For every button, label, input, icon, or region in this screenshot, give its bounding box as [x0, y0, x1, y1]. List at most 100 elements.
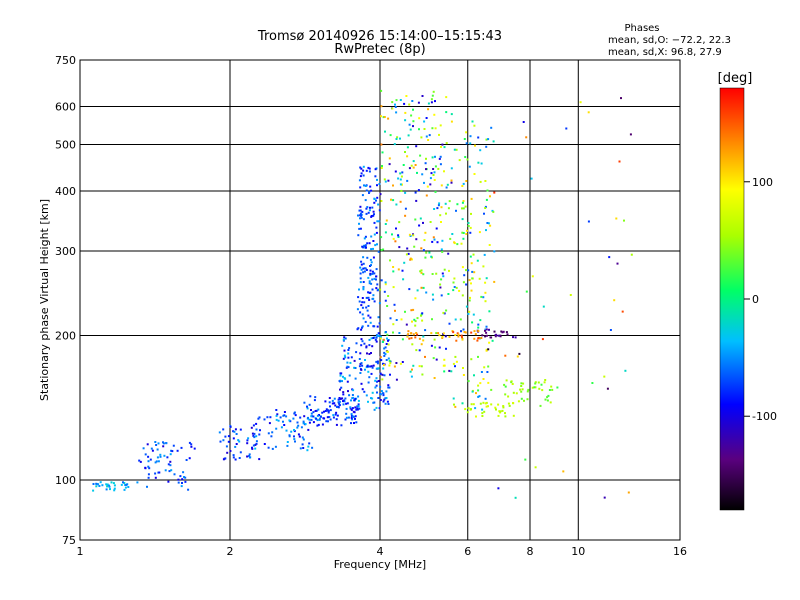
data-point [391, 233, 393, 236]
data-point [414, 191, 417, 194]
data-point [461, 294, 464, 297]
data-point [159, 453, 162, 456]
data-point [253, 432, 256, 435]
data-point [377, 316, 380, 319]
data-point [379, 399, 382, 401]
data-point [193, 447, 196, 450]
data-point [181, 482, 183, 484]
data-point [480, 371, 483, 373]
data-point [369, 365, 372, 368]
phases-header: Phases [624, 23, 659, 34]
data-point [363, 301, 366, 304]
data-point [412, 308, 415, 311]
data-point [438, 202, 441, 205]
data-point [120, 483, 123, 486]
data-point [438, 346, 441, 349]
data-point [420, 247, 423, 250]
data-point [372, 294, 375, 297]
data-point [392, 331, 394, 334]
data-point [409, 258, 412, 261]
data-point [146, 485, 148, 488]
data-point [352, 396, 355, 399]
data-point [314, 396, 317, 399]
data-point [377, 203, 380, 206]
data-point [440, 206, 443, 209]
data-point [562, 470, 565, 473]
data-point [365, 169, 368, 172]
data-point [383, 364, 385, 367]
data-point [540, 383, 543, 386]
data-point [384, 331, 387, 333]
data-point [354, 377, 357, 380]
data-point [367, 314, 370, 317]
data-point [403, 102, 406, 105]
data-point [512, 402, 515, 404]
y-axis-label: Stationary phase Virtual Height [km] [38, 199, 51, 401]
data-point [267, 432, 270, 435]
data-point [366, 206, 369, 209]
data-point [364, 359, 366, 361]
data-point [369, 206, 371, 209]
data-point [366, 242, 369, 245]
data-point [274, 445, 277, 448]
data-point [464, 205, 467, 208]
data-point [401, 269, 404, 272]
data-point [579, 101, 582, 104]
data-point [382, 362, 384, 365]
data-point [603, 496, 606, 499]
data-point [367, 211, 370, 214]
data-point [333, 397, 336, 400]
data-point [373, 221, 376, 224]
data-point [591, 382, 594, 384]
data-point [473, 271, 476, 274]
data-point [345, 407, 348, 410]
data-point [369, 316, 372, 319]
y-tick-label: 500 [55, 139, 76, 152]
data-point [391, 101, 394, 104]
data-point [533, 386, 536, 389]
data-point [361, 245, 364, 248]
data-point [368, 338, 371, 341]
data-point [445, 186, 448, 189]
data-point [410, 337, 413, 340]
data-point [321, 423, 324, 426]
data-point [355, 351, 358, 354]
data-point [453, 403, 455, 406]
data-point [362, 262, 365, 265]
data-point [439, 124, 442, 127]
data-point [421, 373, 424, 376]
data-point [471, 277, 474, 280]
data-point [333, 402, 336, 405]
colorbar-tick-label: 0 [752, 293, 759, 306]
data-point [462, 281, 465, 284]
data-point [471, 270, 474, 273]
data-point [493, 280, 496, 283]
data-point [461, 402, 464, 405]
data-point [362, 317, 365, 320]
data-point [361, 194, 364, 197]
data-point [338, 404, 341, 407]
data-point [500, 330, 503, 333]
data-point [387, 343, 390, 346]
data-point [392, 270, 395, 273]
data-point [150, 447, 153, 450]
data-point [329, 405, 331, 408]
data-point [477, 161, 480, 164]
data-point [534, 382, 537, 385]
data-point [299, 447, 302, 450]
data-point [440, 294, 443, 297]
data-point [355, 408, 358, 411]
data-point [358, 407, 361, 410]
data-point [324, 410, 327, 412]
data-point [365, 246, 367, 249]
data-point [466, 229, 468, 232]
data-point [317, 423, 320, 426]
data-point [454, 365, 456, 368]
data-point [416, 171, 418, 174]
data-point [383, 374, 386, 377]
data-point [171, 450, 174, 453]
data-point [255, 440, 258, 443]
data-point [442, 332, 445, 335]
data-point [379, 335, 382, 338]
data-point [462, 367, 464, 369]
